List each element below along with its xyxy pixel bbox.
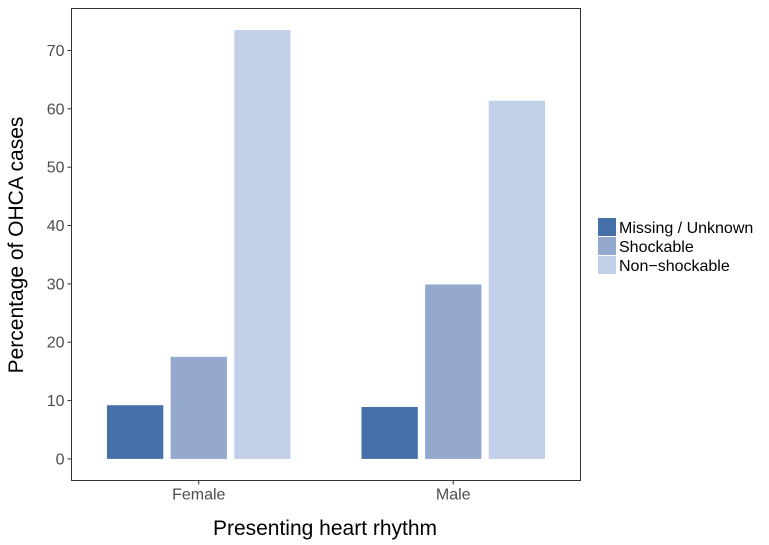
legend-label: Missing / Unknown xyxy=(619,220,753,237)
y-axis-title: Percentage of OHCA cases xyxy=(5,117,28,374)
legend-key xyxy=(598,256,616,274)
plot-panel-border xyxy=(71,8,581,481)
legend-key xyxy=(598,218,616,236)
bar-female-3 xyxy=(234,30,291,459)
legend-label: Non−shockable xyxy=(619,258,730,275)
y-tick-label: 20 xyxy=(47,335,65,352)
bar-female-1 xyxy=(106,405,164,459)
legend: Missing / Unknown Shockable Non−shockable xyxy=(598,218,753,275)
x-axis-title: Presenting heart rhythm xyxy=(213,517,437,540)
bar-male-1 xyxy=(361,406,418,459)
bars xyxy=(106,30,546,459)
y-tick-label: 0 xyxy=(56,451,65,468)
y-tick-label: 40 xyxy=(47,218,65,235)
y-tick-label: 50 xyxy=(47,160,65,177)
y-tick-label: 60 xyxy=(47,101,65,118)
y-tick-label: 10 xyxy=(47,393,65,410)
y-tick-label: 30 xyxy=(47,276,65,293)
bar-male-3 xyxy=(488,100,546,459)
x-tick-label: Female xyxy=(172,487,225,504)
legend-label: Shockable xyxy=(619,239,694,256)
y-tick-label: 70 xyxy=(47,43,65,60)
bar-female-2 xyxy=(170,356,227,459)
x-tick-label: Male xyxy=(436,487,471,504)
x-axis: Female Male xyxy=(172,480,471,504)
legend-key xyxy=(598,237,616,255)
y-axis: 0 10 20 30 40 50 60 70 xyxy=(47,43,72,468)
bar-male-2 xyxy=(425,284,482,459)
